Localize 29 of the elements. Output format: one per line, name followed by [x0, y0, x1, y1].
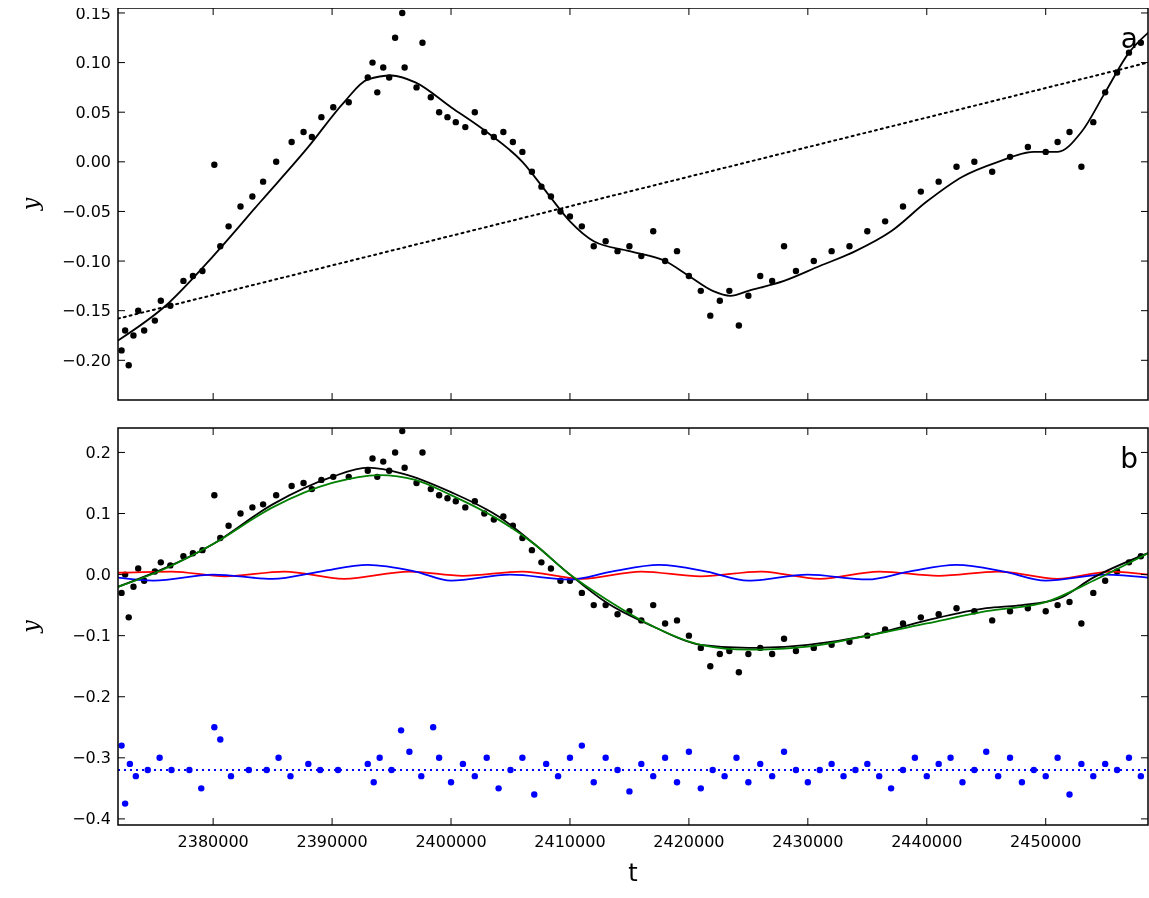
y-tick-label: 0.1	[85, 504, 111, 524]
x-tick-label: 2430000	[772, 832, 844, 851]
y-tick-label: −0.3	[72, 748, 111, 768]
y-tick-label: −0.20	[61, 350, 111, 370]
y-tick-label: 0.05	[75, 102, 111, 122]
line-series	[118, 570, 1148, 580]
annotation: b	[1120, 442, 1138, 475]
y-axis-title: y	[18, 197, 43, 212]
y-tick-label: 0.2	[85, 443, 111, 463]
x-tick-label: 2400000	[415, 832, 487, 851]
y-tick-label: 0.0	[85, 565, 111, 585]
y-tick-label: −0.15	[61, 301, 111, 321]
x-tick-label: 2440000	[891, 832, 963, 851]
x-tick-label: 2390000	[296, 832, 368, 851]
y-axis-title: y	[18, 619, 43, 634]
y-tick-label: −0.05	[61, 202, 111, 222]
y-tick-label: −0.2	[72, 687, 111, 707]
line-series	[118, 563, 1148, 582]
x-tick-label: 2450000	[1010, 832, 1082, 851]
x-axis-title: t	[628, 859, 638, 887]
y-tick-label: 0.10	[75, 53, 111, 73]
annotation: a	[1120, 22, 1138, 55]
x-tick-label: 2380000	[177, 832, 249, 851]
y-tick-label: −0.10	[61, 251, 111, 271]
y-tick-label: 0.00	[75, 152, 111, 172]
y-tick-label: −0.4	[72, 809, 111, 829]
x-tick-label: 2420000	[653, 832, 725, 851]
y-tick-label: −0.1	[72, 626, 111, 646]
x-tick-label: 2410000	[534, 832, 606, 851]
